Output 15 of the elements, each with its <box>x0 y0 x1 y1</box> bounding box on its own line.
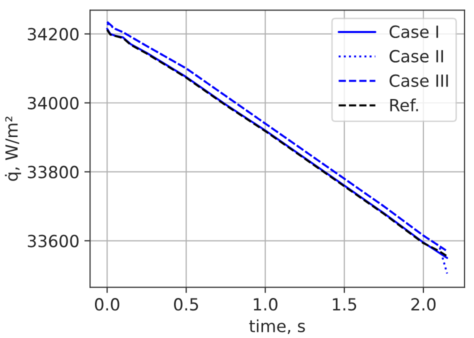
legend-label: Case III <box>390 74 448 87</box>
x-tick-label: 2.0 <box>411 298 436 311</box>
y-tick-label: 34200 <box>28 28 79 40</box>
x-tick-label: 0.0 <box>94 298 120 311</box>
x-axis-title: time, s <box>249 319 305 334</box>
y-axis-title: q̇, W/m² <box>4 116 22 181</box>
x-tick-label: 0.5 <box>174 298 198 311</box>
legend-label: Case II <box>390 50 443 63</box>
x-tick-label: 1.0 <box>254 298 278 311</box>
x-tick-label: 1.5 <box>332 298 356 311</box>
legend-label: Ref. <box>390 98 418 112</box>
y-tick-label: 33800 <box>28 166 79 178</box>
legend-label: Case I <box>390 25 438 38</box>
y-tick-label: 34000 <box>28 96 79 110</box>
y-tick-label: 33600 <box>28 234 79 248</box>
